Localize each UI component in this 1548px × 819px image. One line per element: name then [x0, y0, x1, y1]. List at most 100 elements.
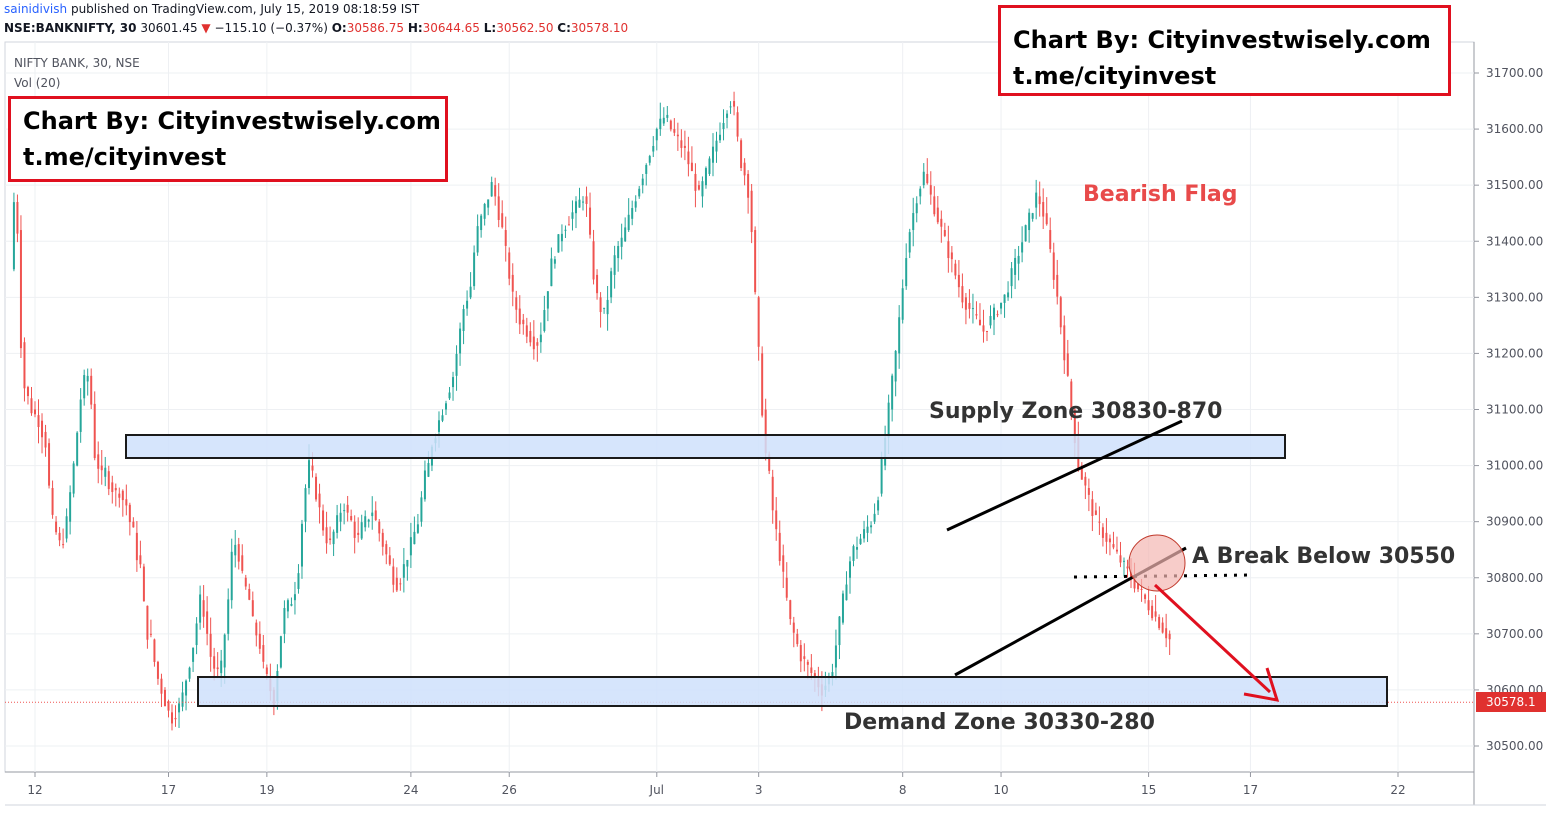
candle-body — [954, 263, 957, 276]
supply-zone-label: Supply Zone 30830-870 — [929, 399, 1222, 424]
candle-body — [142, 566, 145, 602]
candle-body — [452, 377, 455, 388]
y-tick-label: 30900.00 — [1486, 515, 1543, 529]
series-legend[interactable]: NIFTY BANK, 30, NSE — [14, 56, 140, 70]
candle-body — [213, 656, 216, 669]
candle-body — [968, 302, 971, 309]
candle-body — [785, 577, 788, 598]
candle-body — [406, 559, 409, 567]
candle-body — [1154, 611, 1157, 617]
candle-body — [416, 524, 419, 533]
candle-body — [469, 286, 472, 298]
bearish-flag-label: Bearish Flag — [1083, 182, 1238, 207]
candle-body — [539, 334, 542, 343]
candle-body — [922, 171, 925, 186]
candle-body — [757, 297, 760, 347]
candle-body — [111, 482, 114, 493]
x-tick-label: 17 — [1243, 783, 1258, 797]
x-tick-label: 10 — [993, 783, 1008, 797]
candle-body — [771, 476, 774, 511]
candle-body — [1073, 409, 1076, 444]
candle-body — [525, 325, 528, 337]
candle-body — [894, 350, 897, 382]
candle-body — [1094, 510, 1097, 515]
candle-body — [258, 633, 261, 649]
candle-body — [666, 114, 669, 118]
candle-body — [915, 203, 918, 214]
candle-body — [515, 297, 518, 310]
candle-body — [1168, 633, 1171, 640]
price-change: −115.10 (−0.37%) — [214, 21, 328, 35]
candle-body — [504, 230, 507, 246]
candle-body — [669, 120, 672, 130]
candle-body — [676, 134, 679, 137]
candle-body — [1091, 499, 1094, 516]
candle-body — [782, 555, 785, 572]
candle-body — [44, 431, 47, 448]
candle-body — [887, 402, 890, 438]
candle-body — [34, 409, 36, 415]
y-tick-label: 31300.00 — [1486, 290, 1543, 304]
target-arrow-shaft — [1153, 583, 1272, 694]
candle-body — [1066, 353, 1069, 376]
candle-body — [877, 500, 880, 511]
publish-text: published on TradingView.com, July 15, 2… — [70, 2, 420, 16]
candle-body — [459, 328, 462, 354]
candle-body — [371, 512, 374, 517]
candle-body — [641, 178, 644, 186]
author-link[interactable]: sainidivish — [4, 2, 68, 16]
candle-body — [694, 173, 697, 191]
candle-body — [1098, 521, 1101, 523]
y-tick-label: 30800.00 — [1486, 571, 1543, 585]
candle-body — [522, 319, 525, 325]
candle-body — [560, 233, 563, 242]
candle-body — [402, 564, 405, 578]
candle-body — [244, 577, 247, 587]
candle-body — [926, 173, 929, 184]
candle-body — [1151, 605, 1154, 619]
candle-body — [1045, 213, 1048, 225]
candle-body — [329, 538, 332, 541]
y-tick-label: 30500.00 — [1486, 739, 1543, 753]
candle-body — [683, 145, 686, 148]
candle-body — [209, 633, 212, 657]
candle-body — [325, 527, 328, 544]
supply-zone-box[interactable] — [125, 434, 1286, 459]
y-tick-label: 30700.00 — [1486, 627, 1543, 641]
candle-body — [789, 600, 792, 620]
candle-body — [1063, 325, 1066, 361]
candle-body — [1024, 225, 1027, 242]
candle-body — [220, 660, 223, 674]
candle-body — [114, 488, 117, 491]
last-price: 30601.45 — [140, 21, 198, 35]
candle-body — [132, 521, 135, 528]
candle-body — [690, 162, 693, 172]
candle-body — [940, 218, 943, 227]
candle-body — [806, 661, 809, 665]
candle-body — [585, 196, 588, 204]
candle-body — [870, 525, 873, 528]
candle-body — [304, 488, 307, 522]
candle-body — [322, 510, 325, 531]
symbol-label: NSE:BANKNIFTY, 30 — [4, 21, 137, 35]
candle-body — [993, 307, 996, 320]
candle-body — [385, 544, 388, 555]
volume-legend[interactable]: Vol (20) — [14, 76, 61, 90]
candle-body — [1056, 274, 1059, 297]
demand-zone-box[interactable] — [197, 676, 1388, 707]
candle-body — [69, 492, 72, 522]
candle-body — [873, 513, 876, 522]
candle-body — [866, 526, 869, 533]
candle-body — [599, 297, 602, 313]
candle-body — [529, 330, 532, 343]
current-price-tag: 30578.1 — [1476, 692, 1546, 712]
candle-body — [1144, 594, 1147, 599]
candle-body — [557, 234, 560, 253]
candle-body — [1126, 566, 1129, 569]
open-value: 30586.75 — [346, 21, 404, 35]
candle-body — [41, 420, 44, 438]
candle-body — [1161, 622, 1164, 633]
candle-body — [743, 162, 746, 176]
flag-upper-trendline[interactable] — [946, 419, 1183, 532]
x-tick-label: 3 — [755, 783, 763, 797]
